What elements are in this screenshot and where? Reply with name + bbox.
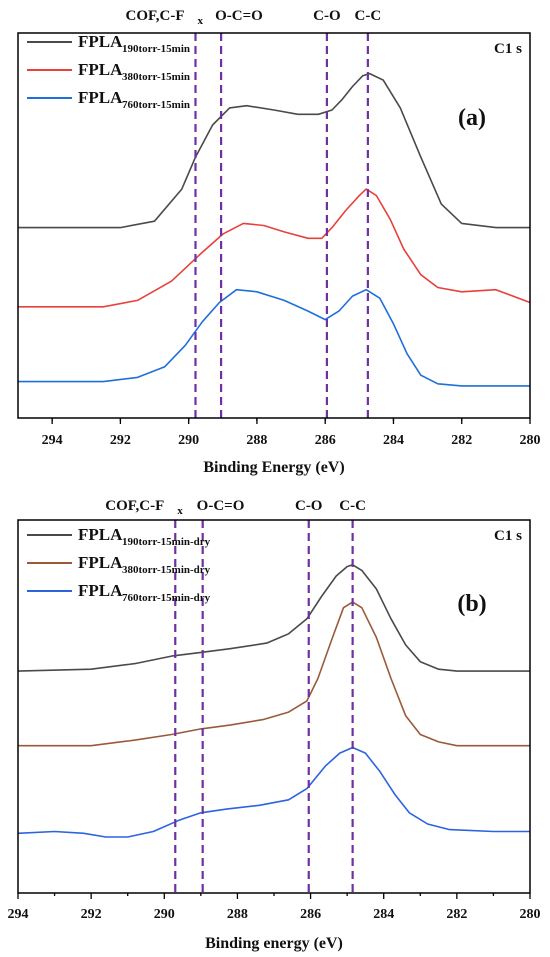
panel-letter: (b) (457, 591, 486, 617)
legend-label-2: FPLA (78, 553, 123, 572)
peak-label-cof: COF,C-F (125, 8, 184, 24)
panel-title: C1 s (494, 528, 522, 544)
peak-label-ester: O-C=O (197, 498, 245, 514)
peak-label-cof: COF,C-F (105, 498, 164, 514)
panel-letter: (a) (458, 105, 486, 131)
series-line-2 (18, 188, 531, 308)
legend-label-3: FPLA (78, 581, 123, 600)
x-tick-label-292: 292 (81, 907, 102, 922)
plot-frame (17, 32, 531, 419)
chart-panel-a: COF,C-F x O-C=O C-O C-C 294 292 290 288 286 284 282… (17, 8, 541, 476)
plot-frame (17, 519, 531, 894)
series-line-3 (17, 746, 530, 838)
legend-sublabel-3: 760torr-15min-dry (122, 592, 211, 604)
x-tick-label-288: 288 (227, 907, 248, 922)
x-tick-label-290: 290 (178, 433, 199, 448)
legend-label-2: FPLA (78, 60, 123, 79)
series-line-2 (18, 601, 530, 747)
peak-label-cof-subscript: x (197, 15, 203, 27)
x-tick-label-286: 286 (315, 433, 336, 448)
x-tick-label-286: 286 (300, 907, 321, 922)
series-line-3 (18, 288, 530, 387)
x-tick-label-284: 284 (383, 433, 404, 448)
x-tick-label-288: 288 (246, 433, 267, 448)
peak-label-co: C-O (313, 8, 341, 24)
peak-label-co: C-O (295, 498, 323, 514)
legend-sublabel-1: 190torr-15min (122, 43, 190, 55)
peak-label-cc: C-C (339, 498, 366, 514)
x-tick-label-294: 294 (8, 907, 29, 922)
x-tick-label-284: 284 (373, 907, 394, 922)
peak-label-ester: O-C=O (215, 8, 263, 24)
x-tick-label-280: 280 (520, 907, 541, 922)
panel-title: C1 s (494, 41, 522, 57)
x-tick-label-282: 282 (451, 433, 472, 448)
legend-sublabel-1: 190torr-15min-dry (122, 536, 211, 548)
x-tick-label-294: 294 (42, 433, 63, 448)
peak-label-cof-subscript: x (177, 505, 183, 517)
x-tick-label-282: 282 (446, 907, 467, 922)
series-line-1 (17, 564, 530, 672)
x-tick-label-280: 280 (520, 433, 541, 448)
legend-sublabel-2: 380torr-15min (122, 71, 190, 83)
legend-label-1: FPLA (78, 525, 123, 544)
legend-sublabel-2: 380torr-15min-dry (122, 564, 211, 576)
x-axis-label: Binding Energy (eV) (203, 459, 344, 476)
chart-panel-b: COF,C-F x O-C=O C-O C-C 294 292 290 288 286 284 282… (8, 498, 541, 952)
series-line-1 (18, 72, 530, 229)
x-axis-label: Binding energy (eV) (205, 935, 343, 952)
x-tick-label-290: 290 (154, 907, 175, 922)
legend-sublabel-3: 760torr-15min (122, 99, 190, 111)
legend-label-3: FPLA (78, 88, 123, 107)
peak-label-cc: C-C (355, 8, 382, 24)
x-tick-label-292: 292 (110, 433, 131, 448)
legend-label-1: FPLA (78, 32, 123, 51)
